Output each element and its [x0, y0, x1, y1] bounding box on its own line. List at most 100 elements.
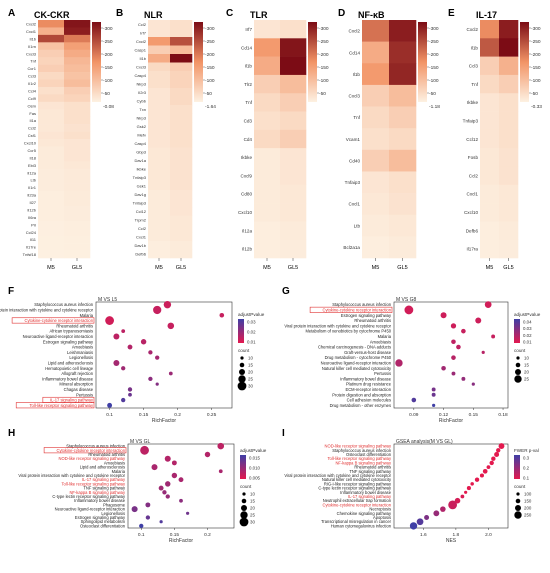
- heatmap-row-label: Tnfaip3: [463, 118, 479, 123]
- heatmap-panel-A: A CK-CKR Cxcl2 Cxcl1 Il1b Il1rn Cxcl3 Tnf Ccr1 Cc…: [8, 8, 114, 271]
- size-legend-dot: [239, 517, 249, 527]
- heatmap-row-label: Il1b: [30, 36, 37, 41]
- color-legend-tick: 0.01: [523, 340, 532, 345]
- color-legend-title: adjustPvalue: [514, 312, 541, 317]
- heatmap-row-label: Trpm2: [135, 218, 147, 223]
- heatmap-cell: [254, 166, 281, 186]
- heatmap-title-bg: [354, 8, 422, 20]
- heatmap-row-label: Il23a: [27, 193, 36, 198]
- heatmap-cell: [148, 232, 171, 242]
- heatmap-panel-B: B NLR Ccl2 Irf7 Cxcl2 Casp1 Il1b Cxcl3 Casp4 Nlrp…: [116, 8, 216, 271]
- term-label: Lipid and atherosclerosis: [80, 465, 125, 470]
- heatmap-title: NLR: [144, 10, 163, 20]
- heatmap-row-label: Cybb: [137, 99, 147, 104]
- heatmap-cell: [362, 236, 390, 259]
- term-label: NF-kappa B signaling pathway: [69, 490, 125, 495]
- data-point: [204, 451, 211, 458]
- heatmap-cell: [148, 113, 171, 123]
- term-label: Toll-like receptor signaling pathway: [62, 481, 126, 486]
- size-legend-dot: [515, 498, 521, 504]
- heatmap-cell: [64, 20, 91, 28]
- heatmap-cell: [38, 139, 65, 147]
- term-label: Graft-versus-host disease: [344, 350, 392, 355]
- data-point: [464, 490, 468, 494]
- heatmap-cell: [254, 148, 281, 167]
- heatmap-row-label: Cxcl1: [26, 29, 37, 34]
- x-tick-label: 0.2: [174, 412, 181, 418]
- heatmap-row-label: Ebi3: [28, 163, 37, 168]
- heatmap-cell: [38, 168, 65, 177]
- color-legend-tick: 0.03: [247, 320, 256, 325]
- heatmap-row-label: Tnfaip3: [345, 180, 361, 185]
- heatmap-cell: [64, 183, 91, 192]
- size-legend-label: 10: [250, 492, 255, 497]
- heatmap-cell: [389, 106, 417, 129]
- size-legend-label: 25: [248, 377, 253, 382]
- legend-min-label: -0.08: [103, 104, 114, 110]
- data-point: [474, 477, 480, 482]
- heatmap-cell: [148, 207, 171, 216]
- data-point: [121, 329, 126, 334]
- heatmap-cell: [148, 164, 171, 174]
- legend-tick-label: -50: [429, 91, 436, 97]
- heatmap-cell: [254, 203, 281, 222]
- data-point: [489, 460, 494, 466]
- heatmap-row-label: Il11: [30, 237, 37, 242]
- heatmap-col-label: M5: [47, 265, 55, 271]
- data-point: [450, 323, 457, 329]
- heatmap-cell: [170, 20, 193, 29]
- heatmap-cell: [480, 129, 500, 149]
- plot-frame: [393, 443, 509, 529]
- heatmap-row-label: Vcam1: [346, 137, 361, 142]
- term-label: Neutrophil extracellular trap formation: [323, 498, 392, 503]
- heatmap-row-label: Prl: [31, 222, 36, 227]
- heatmap-cell: [170, 147, 193, 157]
- data-point: [162, 490, 167, 495]
- x-tick-label: 0.18: [498, 412, 508, 418]
- heatmap-row-label: Ikbke: [241, 155, 252, 160]
- heatmap-row-label: Il12b: [27, 207, 36, 212]
- heatmap-cell: [38, 72, 65, 80]
- heatmap-cell: [362, 193, 390, 216]
- heatmap-cell: [170, 96, 193, 106]
- heatmap-cell: [148, 79, 171, 89]
- data-point: [178, 477, 184, 483]
- heatmap-row-label: Defb6: [466, 228, 479, 233]
- heatmap-cell: [499, 56, 519, 76]
- term-label: IL-17 signaling pathway: [50, 398, 94, 403]
- term-label: Neuroactive ligand-receptor interaction: [23, 334, 94, 339]
- heatmap-row-label: Cxcl2: [136, 39, 147, 44]
- heatmap-cell: [148, 198, 171, 208]
- legend-tick-label: -100: [531, 78, 541, 84]
- heatmap-color-legend: [92, 22, 101, 102]
- heatmap-row-label: Ikbke: [136, 167, 146, 172]
- heatmap-cell: [64, 146, 91, 155]
- size-legend-label: 150: [524, 499, 532, 504]
- heatmap-cell: [170, 181, 193, 191]
- size-legend-dot: [239, 369, 245, 375]
- data-point: [461, 376, 466, 381]
- heatmap-cell: [38, 124, 65, 132]
- heatmap-row-label: Cd14: [241, 45, 252, 50]
- heatmap-cell: [254, 56, 281, 76]
- size-legend-label: 10: [524, 356, 529, 361]
- term-label: Osteoclast differentiation: [80, 523, 126, 528]
- heatmap-cell: [480, 38, 500, 57]
- data-point: [440, 312, 447, 319]
- heatmap-row-label: Ikbke: [467, 100, 478, 105]
- term-label: Rheumatoid arthritis: [354, 465, 391, 470]
- term-label: Viral protein interaction with cytokine …: [18, 473, 125, 478]
- heatmap-cell: [64, 116, 91, 125]
- data-point: [105, 316, 114, 325]
- size-legend-dot: [515, 369, 521, 375]
- heatmap-row-label: Tlr2: [244, 82, 252, 87]
- heatmap-cell: [280, 184, 307, 204]
- data-point: [479, 473, 484, 478]
- data-point: [148, 350, 153, 355]
- size-legend-label: 15: [250, 499, 255, 504]
- heatmap-cell: [170, 62, 193, 72]
- heatmap-cell: [389, 84, 417, 107]
- heatmap-panel-E: E IL-17 Cxcl2 Il1b Ccl3 Tnf Ikbke Tnfaip3 Ccl12 F…: [448, 8, 542, 271]
- heatmap-panel-D: D NF-κB Cxcl2 Cd14 Il1b Cxcl3 Tnf Vcam1 Cd40 Tnfa…: [338, 8, 440, 271]
- term-label: C-type lectin receptor signaling pathway: [52, 494, 126, 499]
